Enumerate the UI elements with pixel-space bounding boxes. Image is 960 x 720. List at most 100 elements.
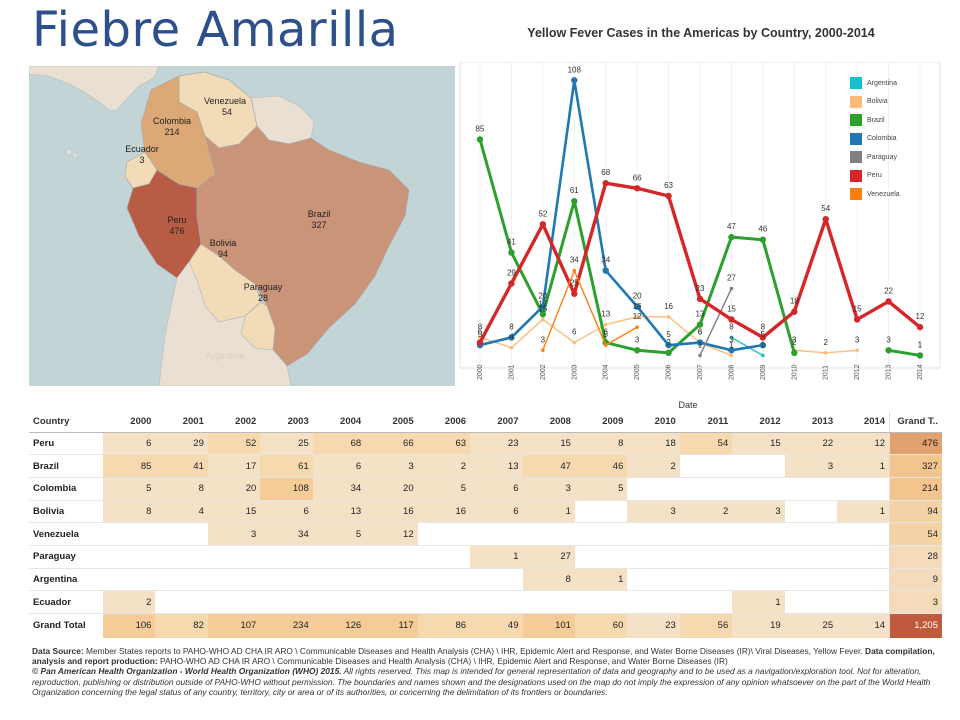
data-label: 3 xyxy=(635,335,640,344)
table-cell: 1 xyxy=(732,590,785,614)
map[interactable]: Venezuela 54 Colombia 214 Ecuador 3 Peru… xyxy=(29,66,455,386)
data-point[interactable] xyxy=(665,349,672,357)
legend-item[interactable]: Venezuela xyxy=(850,185,940,204)
data-point[interactable] xyxy=(571,290,578,297)
data-point[interactable] xyxy=(728,316,735,323)
data-point[interactable] xyxy=(603,343,608,347)
legend-item[interactable]: Brazil xyxy=(850,111,940,130)
data-point[interactable] xyxy=(509,345,514,350)
data-point[interactable] xyxy=(822,215,829,223)
data-label: 3 xyxy=(541,335,546,344)
data-point[interactable] xyxy=(602,179,609,187)
table-cell: 3 xyxy=(627,500,680,524)
table-cell xyxy=(574,590,628,614)
data-point[interactable] xyxy=(759,236,767,243)
table-cell xyxy=(365,568,418,592)
legend-label: Paraguay xyxy=(867,153,897,161)
data-point[interactable] xyxy=(539,221,547,228)
data-point[interactable] xyxy=(602,267,609,274)
data-point[interactable] xyxy=(571,197,578,205)
data-point[interactable] xyxy=(633,303,641,310)
legend-swatch xyxy=(850,151,862,164)
data-point[interactable] xyxy=(759,341,767,349)
data-point[interactable] xyxy=(508,280,515,287)
data-point[interactable] xyxy=(823,351,828,355)
data-point[interactable] xyxy=(666,315,671,319)
legend-item[interactable]: Colombia xyxy=(850,130,940,149)
data-label: 63 xyxy=(664,181,673,190)
data-point[interactable] xyxy=(696,295,704,303)
legend-item[interactable]: Paraguay xyxy=(850,148,940,167)
map-label-bolivia: Bolivia xyxy=(210,238,237,248)
data-label: 23 xyxy=(696,284,705,293)
data-label: 20 xyxy=(633,292,642,301)
table-cell xyxy=(837,522,890,546)
data-point[interactable] xyxy=(476,339,484,346)
row-total: 54 xyxy=(889,522,942,546)
data-point[interactable] xyxy=(728,347,735,354)
table-cell xyxy=(312,590,366,614)
table-row: Bolivia 8 4 15 6 13 16 16 6 1 3 2 3 1 94 xyxy=(29,500,942,524)
data-point[interactable] xyxy=(761,353,765,358)
table-cell xyxy=(155,522,208,546)
data-point[interactable] xyxy=(885,347,892,354)
table-cell: 12 xyxy=(837,432,890,456)
data-point[interactable] xyxy=(885,298,892,305)
table-cell xyxy=(470,590,523,614)
data-point[interactable] xyxy=(759,334,767,341)
data-point[interactable] xyxy=(633,185,641,192)
data-point[interactable] xyxy=(476,136,484,143)
data-point[interactable] xyxy=(508,334,515,341)
legend-item[interactable]: Peru xyxy=(850,167,940,186)
data-point[interactable] xyxy=(729,286,734,291)
table-cell: 3 xyxy=(365,454,418,478)
table-cell: 18 xyxy=(627,432,680,456)
data-point[interactable] xyxy=(853,316,861,323)
data-point[interactable] xyxy=(539,303,547,310)
header-year: 2007 xyxy=(470,412,523,433)
data-label: 2 xyxy=(666,338,671,347)
legend-item[interactable]: Bolivia xyxy=(850,93,940,112)
page-title: Fiebre Amarilla xyxy=(32,2,399,58)
data-point[interactable] xyxy=(633,347,641,354)
data-point[interactable] xyxy=(572,268,577,273)
table-cell xyxy=(627,477,680,501)
data-point[interactable] xyxy=(728,233,735,241)
data-point[interactable] xyxy=(635,325,639,329)
data-point[interactable] xyxy=(572,340,577,345)
data-point[interactable] xyxy=(539,311,547,318)
data-point[interactable] xyxy=(665,341,672,349)
data-point[interactable] xyxy=(791,349,798,357)
data-point[interactable] xyxy=(508,249,515,256)
map-label-peru: Peru xyxy=(167,215,186,225)
data-point[interactable] xyxy=(791,308,798,315)
table-cell: 8 xyxy=(574,432,628,456)
table-cell xyxy=(417,522,471,546)
data-point[interactable] xyxy=(855,348,859,353)
legend-label: Peru xyxy=(867,172,882,180)
legend-item[interactable]: Argentina xyxy=(850,74,940,93)
data-point[interactable] xyxy=(635,315,639,319)
data-point[interactable] xyxy=(665,192,672,200)
legend-label: Bolivia xyxy=(867,98,888,106)
data-point[interactable] xyxy=(541,348,545,353)
data-point[interactable] xyxy=(603,322,608,327)
data-label: 6 xyxy=(603,328,608,337)
data-label: 25 xyxy=(570,279,579,288)
data-point[interactable] xyxy=(698,353,702,358)
data-point[interactable] xyxy=(729,353,734,358)
data-point[interactable] xyxy=(916,323,924,331)
data-point[interactable] xyxy=(571,77,578,84)
data-point[interactable] xyxy=(541,317,545,322)
data-point[interactable] xyxy=(696,339,704,346)
chart-area: 8 1 8 4 15 6 13 16 16 6 1 3 2 3 1 85 41 17 61 6 3 2 13 47 46 2 3 1 5… xyxy=(458,62,948,412)
data-point[interactable] xyxy=(696,321,704,328)
map-argentina[interactable] xyxy=(158,261,292,386)
row-country: Argentina xyxy=(29,568,103,592)
data-point[interactable] xyxy=(916,352,924,359)
data-label: 34 xyxy=(570,256,579,265)
x-tick-label: 2003 xyxy=(571,364,578,380)
table-cell xyxy=(522,590,575,614)
data-point[interactable] xyxy=(729,335,734,340)
